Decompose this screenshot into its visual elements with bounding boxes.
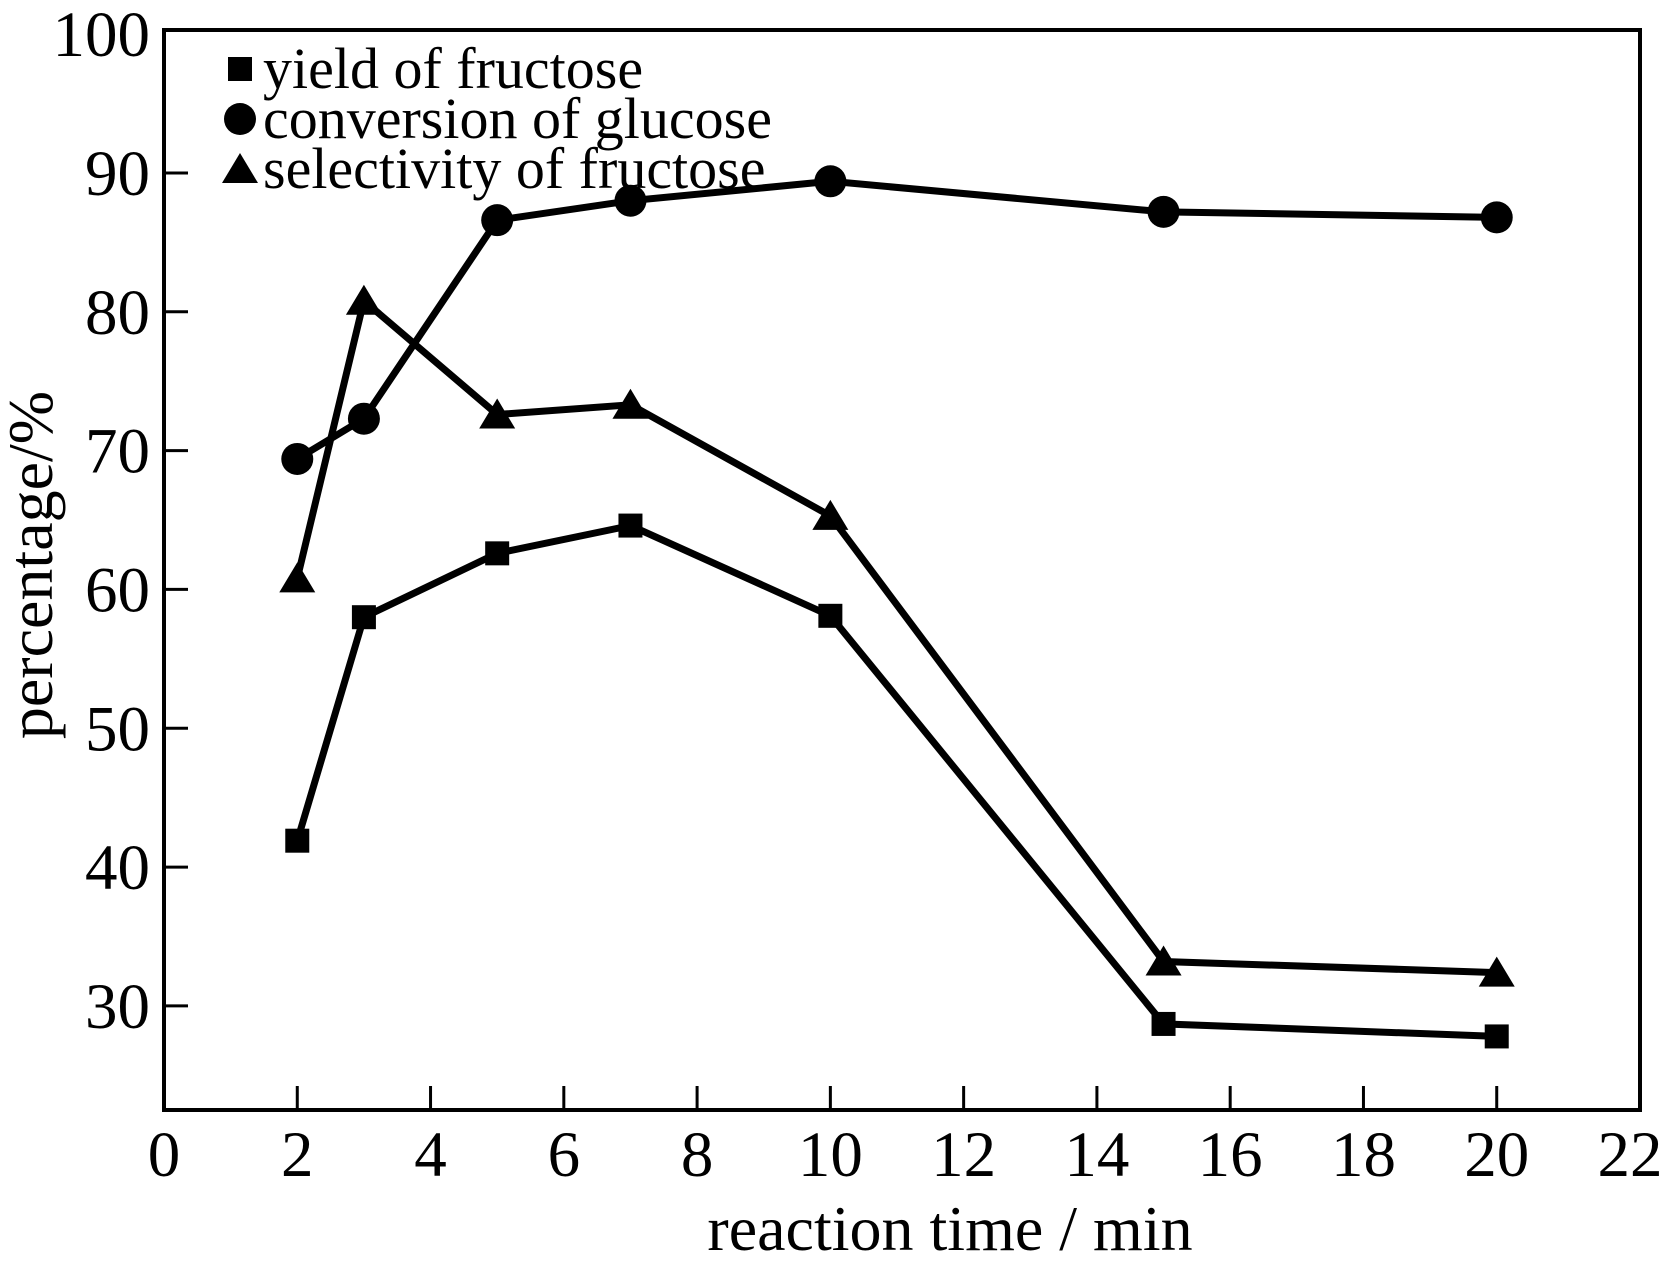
square-marker-yield-of-fructose	[1484, 1024, 1509, 1049]
y-axis-tick-label: 40	[85, 832, 150, 904]
legend-triangle-icon	[222, 153, 258, 183]
circle-marker-conversion-of-glucose	[1147, 195, 1180, 228]
x-axis-tick-label: 12	[931, 1119, 996, 1191]
square-marker-yield-of-fructose	[485, 541, 510, 566]
legend-label-selectivity-of-fructose: selectivity of fructose	[263, 136, 766, 201]
legend-circle-icon	[224, 103, 256, 135]
y-axis-tick-label: 30	[85, 971, 150, 1043]
legend-label-conversion-of-glucose: conversion of glucose	[263, 86, 772, 151]
circle-marker-conversion-of-glucose	[481, 204, 514, 237]
x-axis-tick-label: 4	[414, 1119, 447, 1191]
triangle-marker-selectivity-of-fructose	[479, 398, 516, 429]
plot-frame	[162, 28, 1642, 1112]
x-axis-tick-label: 18	[1331, 1119, 1396, 1191]
y-axis-tick-label: 100	[53, 0, 151, 71]
square-marker-yield-of-fructose	[285, 828, 310, 853]
x-axis-tick-label: 10	[798, 1119, 863, 1191]
triangle-marker-selectivity-of-fructose	[345, 284, 382, 315]
triangle-marker-selectivity-of-fructose	[612, 388, 649, 419]
y-axis-tick-label: 70	[85, 416, 150, 488]
x-axis-tick-label: 0	[148, 1119, 181, 1191]
circle-marker-conversion-of-glucose	[814, 165, 847, 198]
x-axis-tick-label: 8	[681, 1119, 714, 1191]
x-axis-tick-label: 6	[548, 1119, 581, 1191]
square-marker-yield-of-fructose	[818, 603, 843, 628]
legend-square-icon	[228, 57, 252, 81]
circle-marker-conversion-of-glucose	[1480, 201, 1513, 234]
y-axis-tick-label: 80	[85, 277, 150, 349]
y-axis-tick-label: 90	[85, 138, 150, 210]
x-axis-title: reaction time / min	[707, 1193, 1192, 1264]
y-axis-tick-label: 50	[85, 693, 150, 765]
triangle-marker-selectivity-of-fructose	[1478, 956, 1515, 987]
x-axis-tick-label: 14	[1064, 1119, 1129, 1191]
triangle-marker-selectivity-of-fructose	[1145, 945, 1182, 976]
x-axis-tick-label: 16	[1198, 1119, 1263, 1191]
triangle-marker-selectivity-of-fructose	[812, 499, 849, 530]
circle-marker-conversion-of-glucose	[347, 402, 380, 435]
y-axis-title: percentage/%	[0, 391, 66, 739]
circle-marker-conversion-of-glucose	[614, 184, 647, 217]
square-marker-yield-of-fructose	[1151, 1011, 1176, 1036]
x-axis-tick-label: 2	[281, 1119, 314, 1191]
legend-label-yield-of-fructose: yield of fructose	[263, 36, 643, 101]
y-axis-tick-label: 60	[85, 554, 150, 626]
square-marker-yield-of-fructose	[351, 605, 376, 630]
square-marker-yield-of-fructose	[618, 513, 643, 538]
x-axis-tick-label: 20	[1464, 1119, 1529, 1191]
circle-marker-conversion-of-glucose	[281, 442, 314, 475]
x-axis-tick-label: 22	[1598, 1119, 1663, 1191]
triangle-marker-selectivity-of-fructose	[279, 562, 316, 593]
